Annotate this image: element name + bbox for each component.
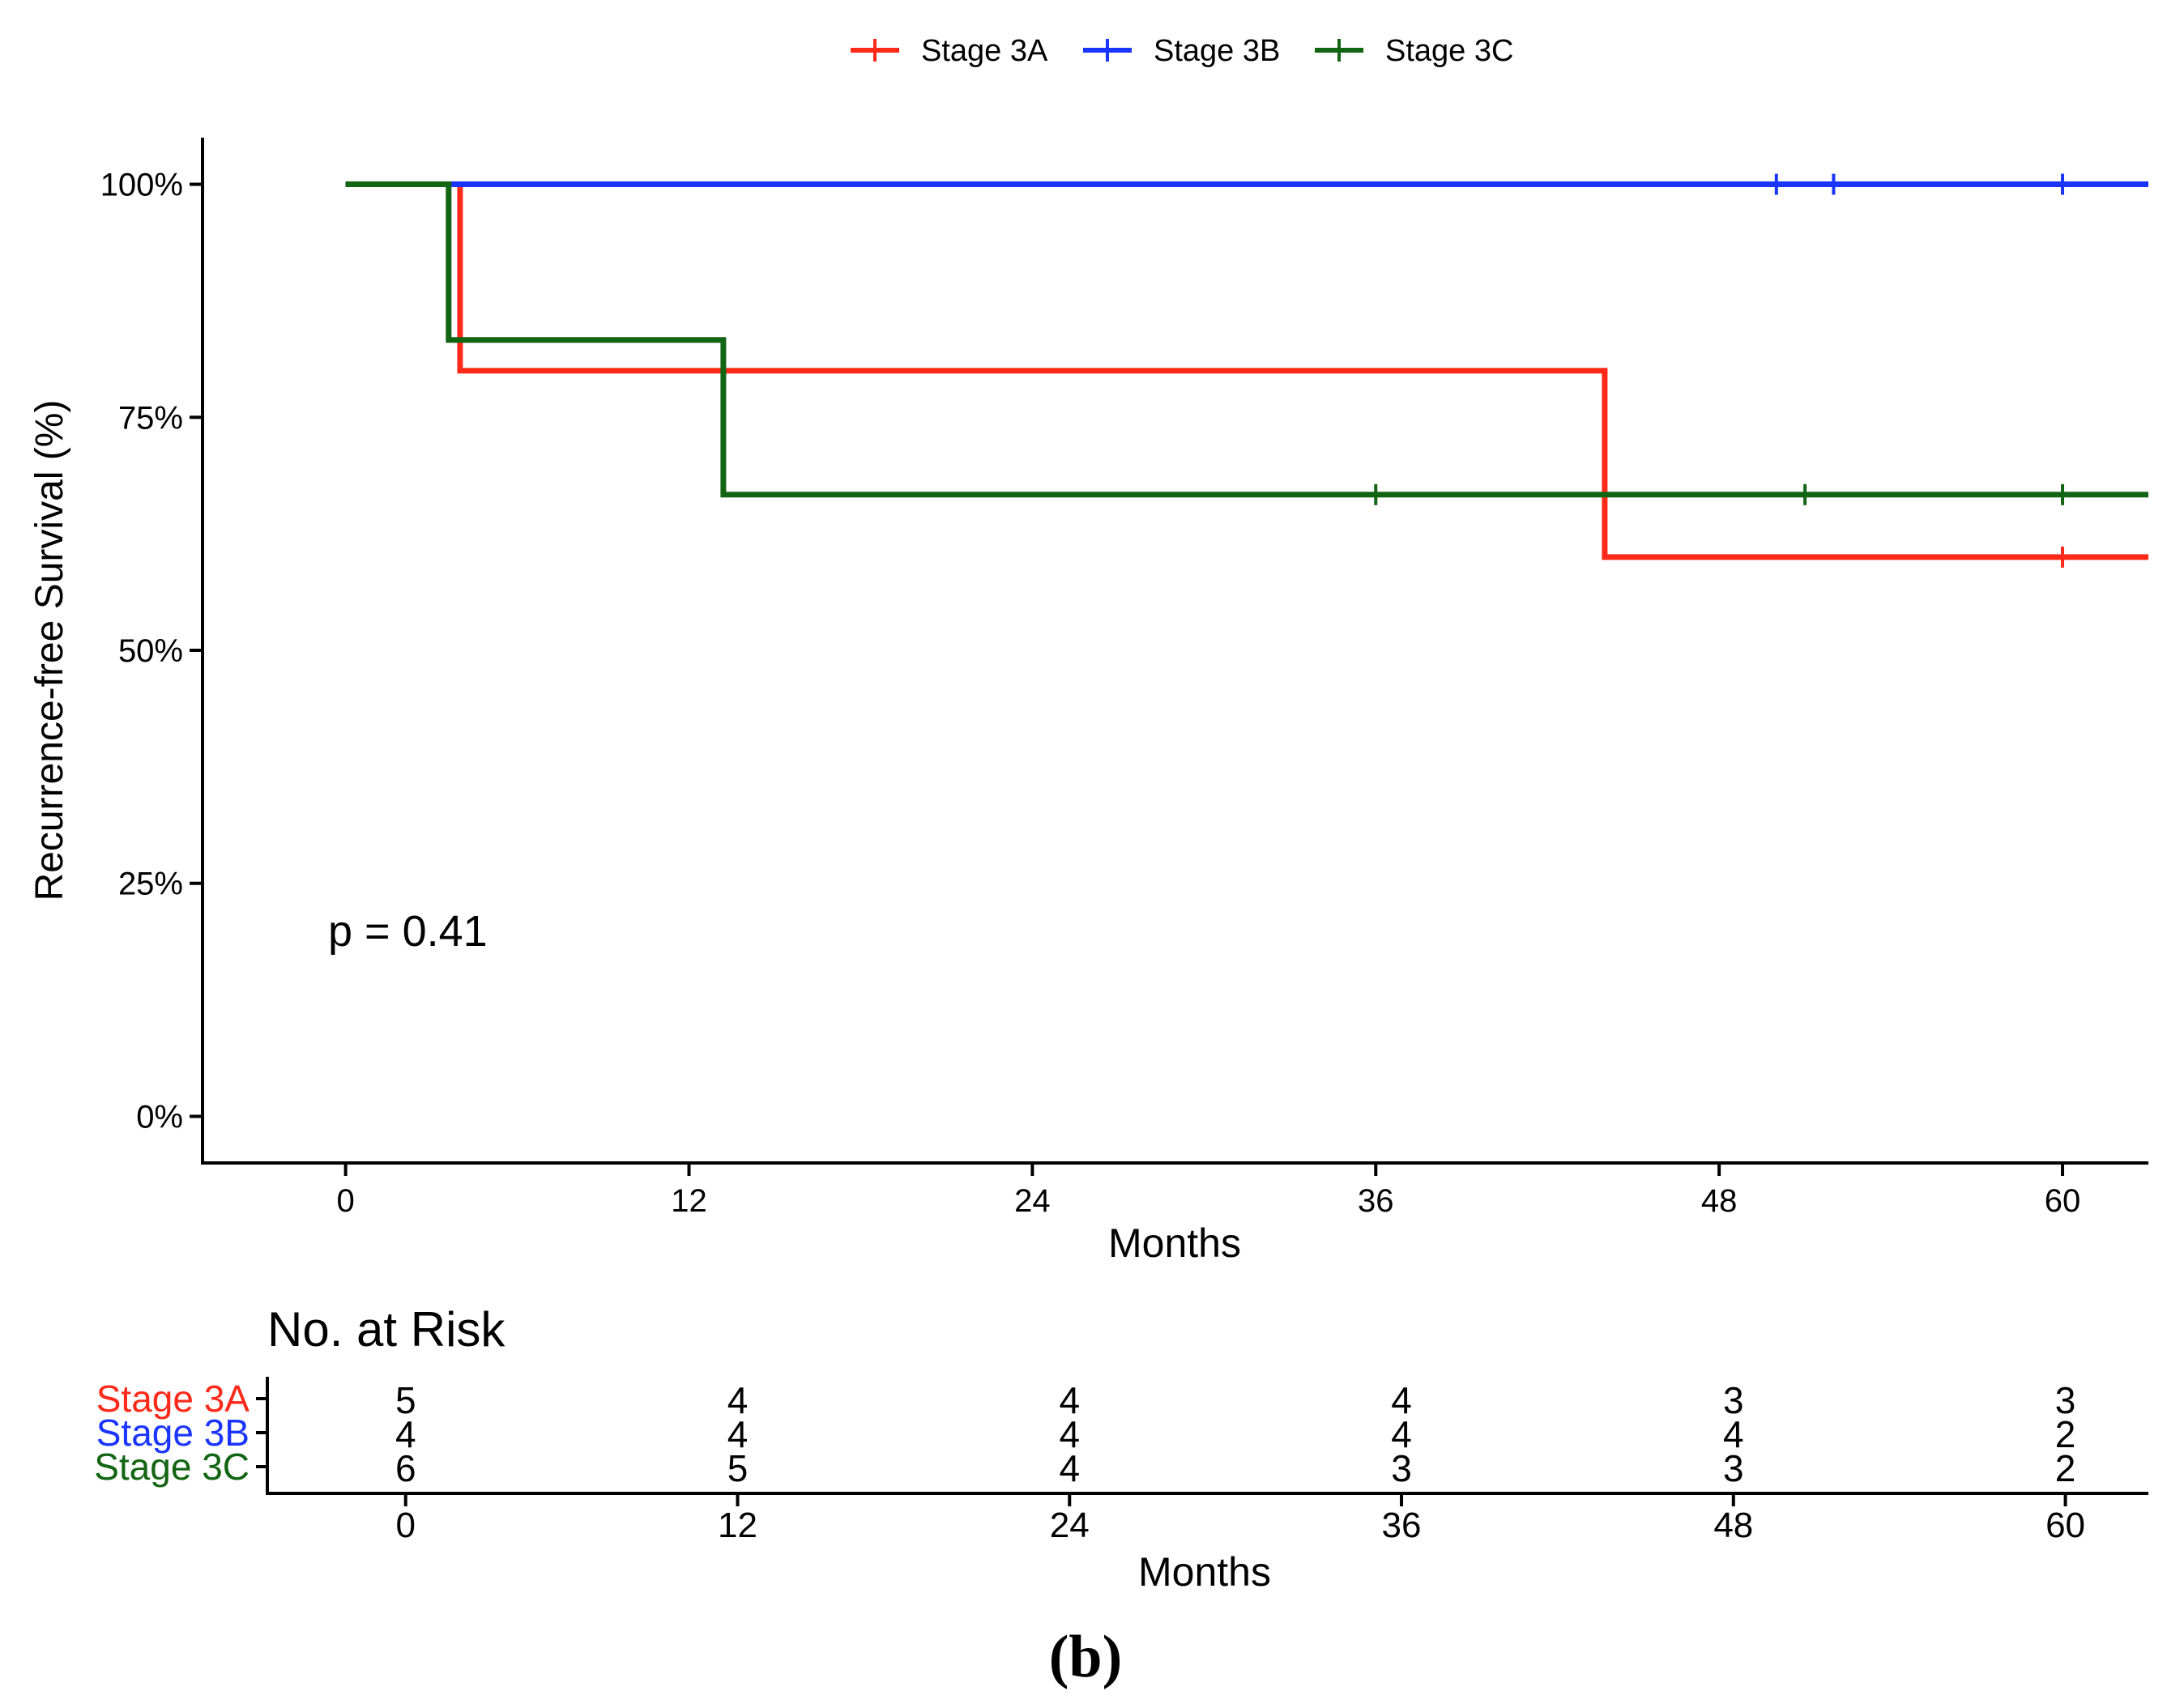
x-tick-label: 36	[1358, 1183, 1394, 1219]
legend-label-stage-3c: Stage 3C	[1385, 34, 1513, 68]
risk-value-stage-3a: 4	[727, 1379, 749, 1421]
risk-value-stage-3a: 3	[2055, 1379, 2076, 1421]
risk-value-stage-3c: 3	[1391, 1447, 1412, 1489]
x-axis-title: Months	[1108, 1220, 1241, 1266]
risk-x-tick-label: 36	[1382, 1506, 1422, 1545]
legend-item-stage-3c: Stage 3C	[1315, 34, 1513, 68]
risk-value-stage-3c: 5	[727, 1447, 749, 1489]
legend-item-stage-3b: Stage 3B	[1083, 34, 1280, 68]
curve-stage-3c	[345, 181, 2148, 498]
risk-value-stage-3a: 3	[1723, 1379, 1744, 1421]
risk-x-tick-label: 12	[718, 1506, 757, 1545]
legend: Stage 3A Stage 3B Stage 3C	[851, 34, 1513, 68]
y-tick-label: 100%	[100, 168, 183, 203]
risk-row-label-stage-3a: Stage 3A	[96, 1378, 250, 1420]
risk-value-stage-3b: 4	[1723, 1413, 1744, 1455]
risk-value-stage-3b: 2	[2055, 1413, 2076, 1455]
risk-x-tick-label: 0	[395, 1506, 415, 1545]
risk-value-stage-3c: 6	[395, 1447, 416, 1489]
risk-x-tick-label: 48	[1713, 1506, 1753, 1545]
y-tick-label: 50%	[118, 633, 183, 669]
risk-value-stage-3a: 4	[1391, 1379, 1412, 1421]
risk-table-x-ticks: 0 12 24 36 48 60	[395, 1493, 2085, 1545]
y-tick-label: 75%	[118, 400, 183, 436]
x-tick-label: 24	[1014, 1183, 1051, 1219]
y-tick-label: 25%	[118, 867, 183, 902]
y-ticks: 0% 25% 50% 75% 100%	[100, 168, 203, 1135]
risk-x-tick-label: 60	[2045, 1506, 2085, 1545]
risk-value-stage-3a: 4	[1059, 1379, 1080, 1421]
risk-row-label-stage-3b: Stage 3B	[96, 1412, 250, 1454]
legend-label-stage-3b: Stage 3B	[1154, 34, 1280, 68]
risk-row-label-stage-3c: Stage 3C	[94, 1446, 250, 1488]
survival-curves	[345, 173, 2148, 568]
legend-item-stage-3a: Stage 3A	[851, 34, 1048, 68]
curve-stage-3a	[345, 181, 2148, 560]
risk-value-stage-3b: 4	[1059, 1413, 1080, 1455]
x-tick-label: 12	[671, 1183, 707, 1219]
risk-table-x-axis-title: Months	[1138, 1549, 1271, 1595]
risk-x-tick-label: 24	[1050, 1506, 1090, 1545]
risk-table-title: No. at Risk	[267, 1302, 505, 1357]
risk-value-stage-3b: 4	[1391, 1413, 1412, 1455]
x-tick-label: 48	[1701, 1183, 1738, 1219]
x-tick-label: 0	[336, 1183, 354, 1219]
risk-value-stage-3b: 4	[727, 1413, 749, 1455]
x-ticks: 0 12 24 36 48 60	[336, 1163, 2080, 1219]
risk-value-stage-3c: 3	[1723, 1447, 1744, 1489]
panel-label: (b)	[1049, 1624, 1122, 1690]
x-tick-label: 60	[2045, 1183, 2081, 1219]
legend-label-stage-3a: Stage 3A	[921, 34, 1048, 68]
y-tick-label: 0%	[136, 1099, 183, 1135]
y-axis-title: Recurrence-free Survival (%)	[28, 400, 71, 901]
risk-value-stage-3a: 5	[395, 1379, 416, 1421]
p-value-annotation: p = 0.41	[328, 907, 488, 956]
main-axes: 0% 25% 50% 75% 100% 0 12 24 36 48 60	[100, 138, 2148, 1219]
risk-value-stage-3c: 2	[2055, 1447, 2076, 1489]
risk-value-stage-3b: 4	[395, 1413, 416, 1455]
risk-value-stage-3c: 4	[1059, 1447, 1080, 1489]
